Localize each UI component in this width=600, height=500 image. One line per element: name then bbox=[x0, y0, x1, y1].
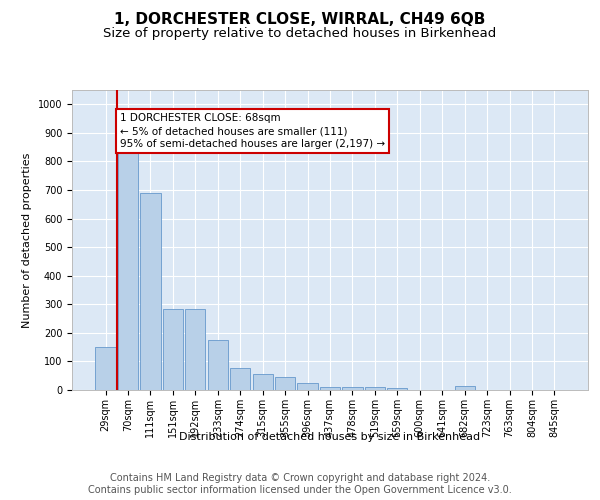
Text: Size of property relative to detached houses in Birkenhead: Size of property relative to detached ho… bbox=[103, 28, 497, 40]
Text: Distribution of detached houses by size in Birkenhead: Distribution of detached houses by size … bbox=[179, 432, 481, 442]
Bar bbox=[118, 153, 138, 390]
Bar bbox=[320, 387, 340, 390]
Bar bbox=[387, 388, 407, 390]
Bar bbox=[185, 309, 205, 390]
Bar bbox=[298, 383, 317, 390]
Bar bbox=[140, 193, 161, 390]
Text: 1, DORCHESTER CLOSE, WIRRAL, CH49 6QB: 1, DORCHESTER CLOSE, WIRRAL, CH49 6QB bbox=[115, 12, 485, 28]
Bar bbox=[455, 386, 475, 390]
Bar bbox=[253, 374, 273, 390]
Bar bbox=[275, 377, 295, 390]
Bar bbox=[208, 340, 228, 390]
Bar bbox=[230, 368, 250, 390]
Bar bbox=[365, 387, 385, 390]
Bar bbox=[343, 387, 362, 390]
Y-axis label: Number of detached properties: Number of detached properties bbox=[22, 152, 32, 328]
Text: Contains HM Land Registry data © Crown copyright and database right 2024.
Contai: Contains HM Land Registry data © Crown c… bbox=[88, 474, 512, 495]
Bar bbox=[163, 309, 183, 390]
Bar bbox=[95, 347, 116, 390]
Text: 1 DORCHESTER CLOSE: 68sqm
← 5% of detached houses are smaller (111)
95% of semi-: 1 DORCHESTER CLOSE: 68sqm ← 5% of detach… bbox=[120, 113, 385, 150]
